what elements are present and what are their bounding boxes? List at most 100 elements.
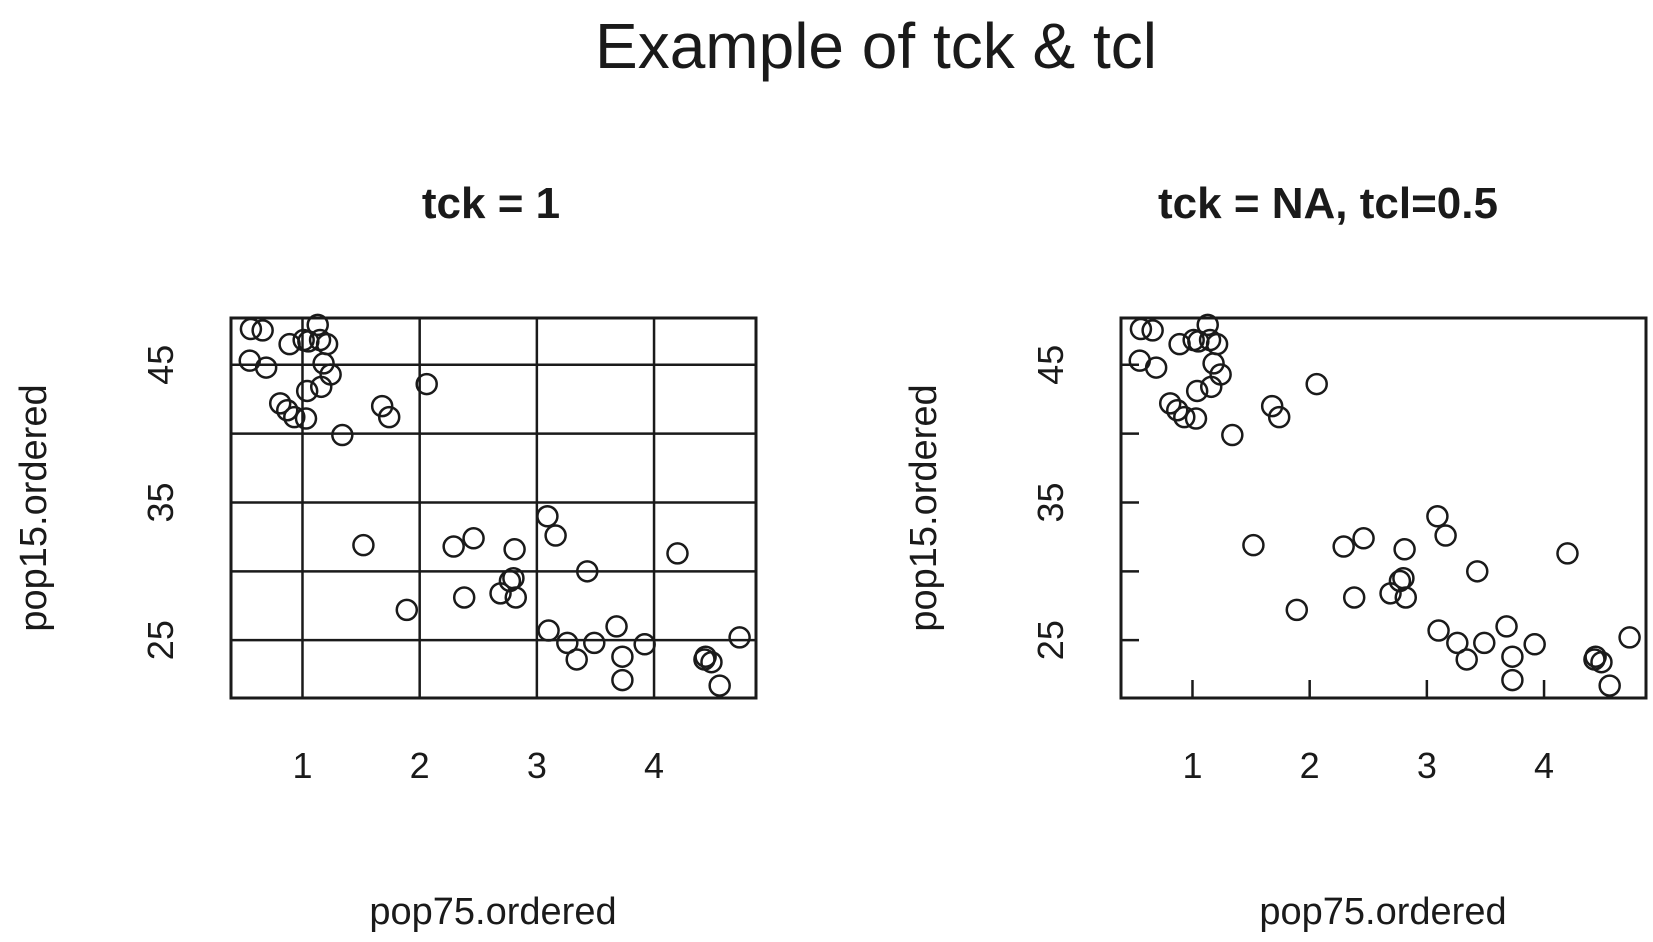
data-point <box>1495 615 1518 638</box>
right-x-axis-label: pop75.ordered <box>1259 891 1506 933</box>
left-panel: tck = 1 1 2 3 4 25 35 45 pop75.ordered pop15.… <box>13 179 758 933</box>
y-tick-label-25: 25 <box>140 620 181 660</box>
left-grid <box>231 318 756 698</box>
data-point <box>254 356 278 379</box>
data-point <box>666 542 689 565</box>
data-point <box>583 631 606 655</box>
data-point <box>565 648 588 671</box>
data-point <box>605 615 628 638</box>
data-point <box>504 586 528 609</box>
data-point <box>1556 542 1579 565</box>
x-tick-label-1: 1 <box>292 745 312 786</box>
data-point <box>395 598 419 622</box>
data-point <box>1394 586 1418 609</box>
data-point <box>1584 645 1607 668</box>
data-point <box>276 398 299 422</box>
right-plot-frame <box>1119 316 1648 700</box>
data-point <box>452 586 476 609</box>
data-point <box>377 405 401 429</box>
x-tick-label-4: 4 <box>1534 745 1554 786</box>
data-point <box>1285 598 1309 622</box>
data-point <box>1426 505 1449 528</box>
y-tick-label-25: 25 <box>1030 620 1071 660</box>
data-point <box>312 352 335 375</box>
data-point <box>503 538 526 561</box>
left-panel-title: tck = 1 <box>422 179 560 228</box>
data-point <box>278 332 301 356</box>
data-point <box>295 379 319 403</box>
data-point <box>611 645 634 668</box>
data-point <box>1196 313 1219 337</box>
data-point <box>1618 626 1641 649</box>
left-points <box>238 313 751 697</box>
data-point <box>536 505 559 528</box>
data-point <box>251 319 274 342</box>
data-point <box>462 527 485 550</box>
data-point <box>1168 332 1191 356</box>
data-point <box>700 650 723 674</box>
data-point <box>1590 650 1613 674</box>
data-point <box>415 372 438 396</box>
data-point <box>1141 319 1164 342</box>
data-point <box>1446 631 1469 655</box>
left-x-ticks: 1 2 3 4 <box>292 745 664 786</box>
data-point <box>331 423 354 447</box>
x-tick-label-2: 2 <box>410 745 430 786</box>
left-x-axis-label: pop75.ordered <box>369 891 616 933</box>
right-panel-title: tck = NA, tcl=0.5 <box>1158 179 1498 228</box>
data-point <box>1501 645 1524 668</box>
data-point <box>576 560 599 583</box>
right-points <box>1128 313 1641 697</box>
main-title: Example of tck & tcl <box>595 10 1157 82</box>
right-y-axis-label: pop15.ordered <box>903 384 945 631</box>
data-point <box>309 375 333 399</box>
data-point <box>1598 674 1621 697</box>
data-point <box>315 332 339 356</box>
x-tick-label-3: 3 <box>527 745 547 786</box>
data-point <box>442 535 465 558</box>
data-point <box>633 633 656 656</box>
left-y-axis-label: pop15.ordered <box>13 384 55 631</box>
data-point <box>544 524 567 547</box>
data-point <box>694 645 717 668</box>
data-point <box>1427 619 1450 642</box>
left-plot-frame <box>229 316 758 700</box>
data-point <box>537 619 560 642</box>
x-tick-label-2: 2 <box>1300 745 1320 786</box>
data-point <box>1184 407 1208 430</box>
data-point <box>294 407 318 430</box>
data-point <box>352 533 375 557</box>
data-point <box>1173 405 1196 429</box>
data-point <box>1267 405 1291 429</box>
data-point <box>1166 398 1189 422</box>
data-point <box>1185 379 1209 403</box>
y-tick-label-45: 45 <box>1030 345 1071 385</box>
left-y-ticks: 25 35 45 <box>140 345 181 660</box>
data-point <box>268 392 292 415</box>
data-point <box>1501 668 1524 692</box>
data-point <box>1466 560 1489 583</box>
right-y-ticks: 25 35 45 <box>1030 345 1139 660</box>
data-point <box>1144 356 1168 379</box>
x-tick-label-3: 3 <box>1417 745 1437 786</box>
x-tick-label-1: 1 <box>1182 745 1202 786</box>
data-point <box>1205 332 1229 356</box>
data-point <box>1434 524 1457 547</box>
data-point <box>611 668 634 692</box>
data-point <box>708 674 731 697</box>
data-point <box>1242 533 1265 557</box>
data-point <box>1305 372 1328 396</box>
data-point <box>1202 352 1225 375</box>
data-point <box>1342 586 1366 609</box>
data-point <box>1332 535 1355 558</box>
data-point <box>1455 648 1478 671</box>
data-point <box>1523 633 1546 656</box>
right-panel: tck = NA, tcl=0.5 1 2 3 4 25 35 45 pop75.orde… <box>903 179 1648 933</box>
data-point <box>306 313 329 337</box>
data-point <box>370 394 394 418</box>
data-point <box>1199 375 1223 399</box>
data-point <box>1260 394 1284 418</box>
x-tick-label-4: 4 <box>644 745 664 786</box>
data-point <box>1473 631 1496 655</box>
